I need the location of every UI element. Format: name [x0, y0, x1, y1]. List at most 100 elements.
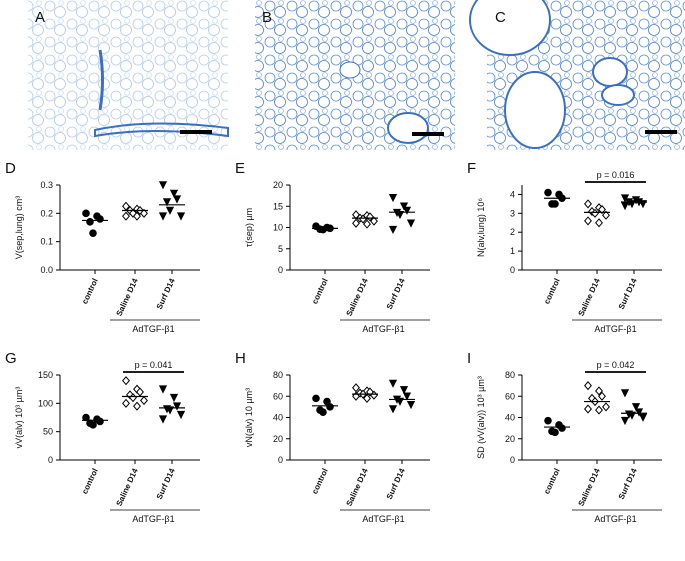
- x-tick-label: control: [80, 277, 100, 305]
- x-tick-label: Saline D14: [115, 277, 140, 318]
- y-tick-label: 0.3: [40, 180, 53, 190]
- dot-marker: [140, 208, 148, 218]
- dot-marker: [598, 204, 606, 215]
- dot-marker: [620, 416, 630, 426]
- y-tick-label: 0.2: [40, 208, 53, 218]
- dot-marker: [634, 408, 644, 417]
- y-tick-label: 20: [273, 434, 283, 444]
- panel-letter: D: [5, 160, 16, 177]
- dot-marker: [326, 403, 334, 411]
- panel-letter: C: [495, 9, 506, 26]
- group-label: AdTGF-β1: [132, 324, 174, 334]
- dot-marker: [595, 386, 603, 396]
- y-tick-label: 1: [510, 246, 515, 256]
- y-tick-label: 3: [510, 208, 515, 218]
- y-tick-label: 80: [273, 370, 283, 380]
- dot-marker: [133, 211, 141, 221]
- y-tick-label: 15: [273, 201, 283, 211]
- panel-letter: F: [467, 160, 476, 177]
- dot-marker: [551, 200, 559, 208]
- y-tick-label: 20: [505, 434, 515, 444]
- dot-marker: [366, 212, 374, 222]
- dot-marker: [158, 415, 168, 424]
- dot-marker: [312, 394, 320, 403]
- x-tick-label: Surf D14: [385, 277, 407, 311]
- dot-marker: [402, 206, 412, 215]
- y-tick-label: 0: [48, 455, 53, 465]
- x-tick-label: control: [80, 467, 100, 495]
- y-tick-label: 40: [505, 413, 515, 423]
- y-tick-label: 80: [505, 370, 515, 380]
- dot-marker: [399, 202, 409, 211]
- x-tick-label: Surf D14: [617, 467, 639, 501]
- dot-marker: [406, 400, 416, 410]
- dot-marker: [82, 209, 90, 218]
- dot-marker: [162, 198, 172, 207]
- dot-marker: [370, 216, 378, 226]
- dot-marker: [638, 413, 648, 422]
- dot-marker: [176, 212, 186, 221]
- dot-marker: [584, 404, 592, 414]
- y-tick-label: 100: [38, 398, 53, 408]
- x-tick-label: control: [542, 277, 562, 305]
- y-tick-label: 150: [38, 370, 53, 380]
- dot-marker: [133, 401, 141, 411]
- dot-marker: [602, 402, 610, 412]
- dot-marker: [584, 216, 592, 226]
- y-tick-label: 2: [510, 227, 515, 237]
- significance-label: p = 0.041: [135, 360, 173, 370]
- dot-marker: [388, 193, 398, 203]
- y-axis-label: N(alv,lung) 10⁶: [476, 198, 486, 257]
- y-tick-label: 0: [278, 265, 283, 275]
- dot-marker: [96, 417, 104, 426]
- group-label: AdTGF-β1: [132, 514, 174, 524]
- dot-marker: [169, 189, 179, 198]
- dot-marker: [544, 416, 552, 425]
- dot-marker: [140, 395, 148, 406]
- y-tick-label: 0: [510, 455, 515, 465]
- y-tick-label: 0.0: [40, 265, 53, 275]
- dot-marker: [595, 405, 603, 415]
- dot-marker: [96, 215, 104, 223]
- dot-marker: [122, 398, 130, 408]
- x-tick-label: Saline D14: [577, 467, 602, 508]
- x-tick-label: Surf D14: [155, 277, 177, 311]
- y-axis-label: V(sep,lung) cm³: [14, 196, 24, 260]
- y-tick-label: 20: [273, 180, 283, 190]
- y-tick-label: 50: [43, 427, 53, 437]
- dot-marker: [598, 391, 606, 401]
- dot-marker: [402, 392, 412, 401]
- dot-marker: [620, 201, 630, 211]
- dot-marker: [544, 188, 552, 197]
- micrograph-b: [255, 0, 455, 150]
- dot-marker: [319, 408, 327, 416]
- significance-label: p = 0.042: [597, 360, 635, 370]
- y-tick-label: 0.1: [40, 237, 53, 247]
- dot-marker: [122, 376, 130, 386]
- y-axis-label: SD (vV(alv)) 10³ µm³: [476, 376, 486, 459]
- y-tick-label: 4: [510, 189, 515, 199]
- dot-marker: [352, 383, 360, 393]
- group-label: AdTGF-β1: [594, 514, 636, 524]
- x-tick-label: control: [310, 467, 330, 495]
- dot-marker: [388, 225, 398, 235]
- y-tick-label: 0: [278, 455, 283, 465]
- x-tick-label: Surf D14: [155, 467, 177, 501]
- group-label: AdTGF-β1: [362, 514, 404, 524]
- dot-marker: [388, 405, 398, 414]
- group-label: AdTGF-β1: [362, 324, 404, 334]
- panel-letter: I: [467, 350, 471, 367]
- dot-marker: [620, 389, 630, 398]
- dot-marker: [406, 219, 416, 228]
- y-tick-label: 10: [273, 223, 283, 233]
- x-tick-label: Saline D14: [345, 467, 370, 508]
- dot-marker: [602, 210, 610, 220]
- panel-letter: A: [35, 9, 45, 26]
- dot-marker: [395, 210, 405, 220]
- x-tick-label: Saline D14: [345, 277, 370, 318]
- micrograph-a: [28, 0, 229, 150]
- x-tick-label: Surf D14: [385, 467, 407, 501]
- dot-marker: [122, 211, 130, 221]
- dot-marker: [169, 393, 179, 403]
- panel-letter: G: [5, 350, 17, 367]
